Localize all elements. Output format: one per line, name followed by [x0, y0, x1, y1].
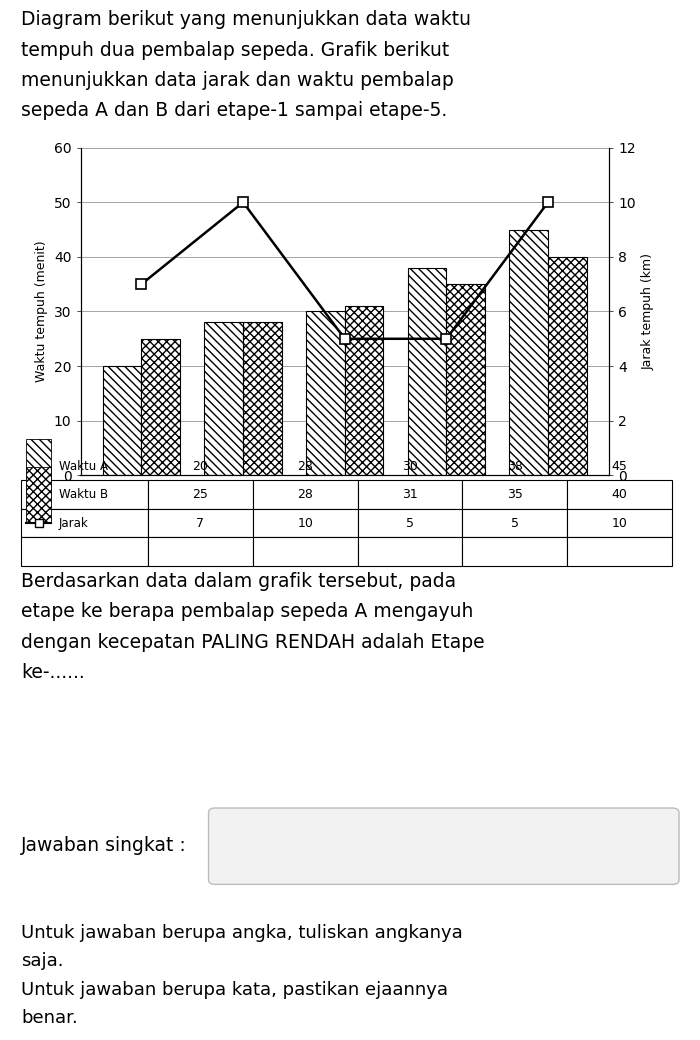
- Bar: [567, 538, 672, 566]
- Bar: [26, 439, 51, 494]
- Bar: [510, 230, 548, 475]
- Y-axis label: Jarak tempuh (km): Jarak tempuh (km): [641, 253, 654, 370]
- Bar: [306, 312, 345, 475]
- Bar: [26, 467, 51, 522]
- Bar: [447, 284, 485, 475]
- Bar: [141, 339, 180, 475]
- Bar: [243, 322, 281, 475]
- Text: Berdasarkan data dalam grafik tersebut, pada
etape ke berapa pembalap sepeda A m: Berdasarkan data dalam grafik tersebut, …: [21, 572, 484, 682]
- Bar: [567, 509, 672, 538]
- Text: 28: 28: [298, 488, 313, 501]
- Text: Jarak: Jarak: [59, 517, 88, 529]
- Bar: [463, 509, 567, 538]
- Bar: [253, 538, 358, 566]
- Bar: [103, 366, 141, 475]
- Text: 31: 31: [402, 488, 418, 501]
- Bar: [567, 480, 672, 509]
- FancyBboxPatch shape: [209, 808, 679, 884]
- Bar: [344, 306, 384, 475]
- Bar: [21, 509, 148, 538]
- Text: 35: 35: [507, 488, 523, 501]
- Bar: [148, 480, 253, 509]
- Text: 20: 20: [193, 460, 209, 473]
- Text: Waktu A: Waktu A: [59, 460, 108, 473]
- Bar: [148, 509, 253, 538]
- Text: 38: 38: [507, 460, 523, 473]
- Bar: [358, 480, 463, 509]
- Bar: [253, 509, 358, 538]
- Text: 7: 7: [197, 517, 204, 529]
- Text: 5: 5: [406, 517, 414, 529]
- Text: 5: 5: [511, 517, 519, 529]
- Text: Untuk jawaban berupa angka, tuliskan angkanya
saja.
Untuk jawaban berupa kata, p: Untuk jawaban berupa angka, tuliskan ang…: [21, 924, 463, 1028]
- Text: 10: 10: [298, 517, 313, 529]
- Text: 45: 45: [612, 460, 627, 473]
- Text: Jawaban singkat :: Jawaban singkat :: [21, 835, 187, 855]
- Bar: [358, 538, 463, 566]
- Bar: [253, 480, 358, 509]
- Text: 28: 28: [298, 460, 313, 473]
- Text: 25: 25: [193, 488, 209, 501]
- Text: 10: 10: [612, 517, 627, 529]
- Bar: [463, 480, 567, 509]
- Bar: [463, 538, 567, 566]
- Bar: [358, 509, 463, 538]
- Bar: [148, 538, 253, 566]
- Y-axis label: Waktu tempuh (menit): Waktu tempuh (menit): [35, 240, 48, 383]
- Bar: [21, 538, 148, 566]
- Text: Diagram berikut yang menunjukkan data waktu
tempuh dua pembalap sepeda. Grafik b: Diagram berikut yang menunjukkan data wa…: [21, 10, 471, 121]
- Bar: [204, 322, 243, 475]
- Bar: [548, 257, 587, 475]
- Bar: [408, 267, 447, 475]
- Text: 40: 40: [612, 488, 627, 501]
- Bar: [21, 480, 148, 509]
- Text: 30: 30: [402, 460, 418, 473]
- Text: Waktu B: Waktu B: [59, 488, 108, 501]
